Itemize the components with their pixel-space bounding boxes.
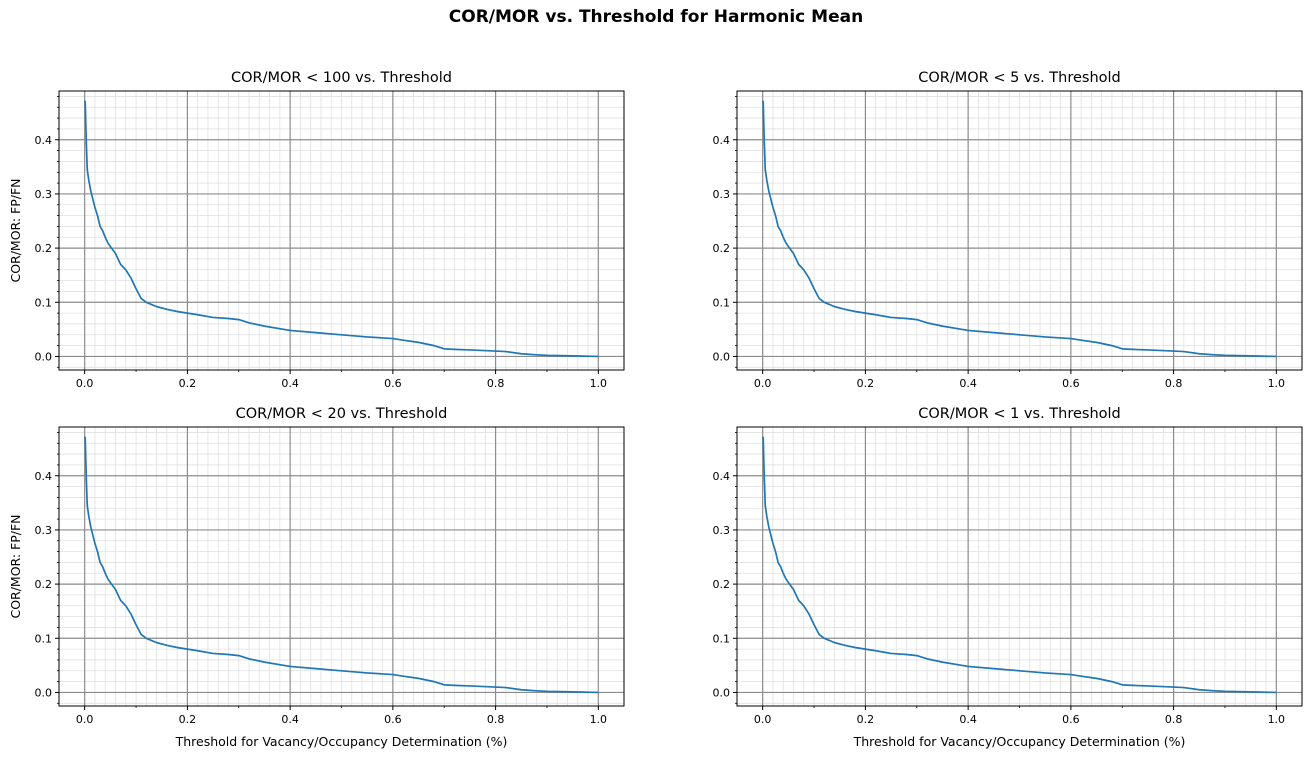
series-line-1	[83, 100, 599, 358]
x-tick-label: 0.4	[281, 377, 299, 390]
x-tick-label: 0.4	[959, 713, 977, 726]
x-tick-label: 0.2	[179, 377, 197, 390]
y-tick-label: 0.0	[35, 350, 53, 363]
x-tick-label: 1.0	[590, 713, 608, 726]
subplot-title: COR/MOR < 5 vs. Threshold	[918, 70, 1121, 86]
x-tick-label: 1.0	[1268, 713, 1286, 726]
subplot-title: COR/MOR < 20 vs. Threshold	[236, 406, 448, 422]
x-tick-label: 0.8	[487, 713, 505, 726]
x-tick-label: 0.0	[76, 713, 94, 726]
x-tick-label: 0.8	[487, 377, 505, 390]
x-tick-label: 0.2	[857, 377, 875, 390]
y-tick-label: 0.4	[35, 470, 53, 483]
x-tick-label: 0.4	[281, 713, 299, 726]
y-tick-label: 0.0	[35, 686, 53, 699]
x-tick-label: 0.8	[1165, 713, 1183, 726]
series-line-1	[83, 436, 599, 694]
y-tick-label: 0.2	[35, 578, 53, 591]
y-tick-label: 0.3	[713, 524, 731, 537]
subplot-3: 0.0 0.2 0.4 0.6 0.8 1.0 0.0 0.1 0.2 0.3 0.4 COR/MOR…	[8, 406, 625, 749]
figure-title: COR/MOR vs. Threshold for Harmonic Mean	[448, 7, 864, 27]
y-axis-label: COR/MOR: FP/FN	[8, 514, 23, 618]
x-axis-label: Threshold for Vacancy/Occupancy Determin…	[853, 734, 1186, 749]
subplot-2: 0.0 0.2 0.4 0.6 0.8 1.0 0.0 0.1 0.2 0.3 0.4 COR/MOR…	[713, 70, 1303, 390]
subplot-title: COR/MOR < 100 vs. Threshold	[231, 70, 452, 86]
y-tick-label: 0.2	[713, 242, 731, 255]
y-tick-label: 0.0	[713, 350, 731, 363]
y-tick-label: 0.4	[713, 470, 731, 483]
x-tick-label: 0.2	[179, 713, 197, 726]
x-tick-label: 0.6	[1062, 713, 1080, 726]
x-tick-label: 0.0	[754, 713, 772, 726]
y-tick-label: 0.3	[713, 188, 731, 201]
subplot-1: 0.0 0.2 0.4 0.6 0.8 1.0 0.0 0.1 0.2 0.3 0.4 COR/MOR…	[8, 70, 625, 390]
x-tick-label: 1.0	[590, 377, 608, 390]
subplot-4: 0.0 0.2 0.4 0.6 0.8 1.0 0.0 0.1 0.2 0.3 0.4 COR/MOR…	[713, 406, 1303, 749]
series-line-1	[761, 436, 1277, 694]
x-tick-label: 0.6	[384, 713, 402, 726]
x-tick-label: 0.2	[857, 713, 875, 726]
y-tick-label: 0.1	[35, 296, 53, 309]
y-tick-label: 0.1	[713, 296, 731, 309]
series-line-1	[761, 100, 1277, 358]
y-tick-label: 0.0	[713, 686, 731, 699]
subplot-title: COR/MOR < 1 vs. Threshold	[918, 406, 1121, 422]
y-tick-label: 0.4	[35, 134, 53, 147]
y-tick-label: 0.3	[35, 524, 53, 537]
x-axis-label: Threshold for Vacancy/Occupancy Determin…	[175, 734, 508, 749]
y-tick-label: 0.2	[35, 242, 53, 255]
y-axis-label: COR/MOR: FP/FN	[8, 178, 23, 282]
x-tick-label: 0.4	[959, 377, 977, 390]
y-tick-label: 0.4	[713, 134, 731, 147]
y-tick-label: 0.1	[713, 632, 731, 645]
y-tick-label: 0.3	[35, 188, 53, 201]
x-tick-label: 0.0	[76, 377, 94, 390]
x-tick-label: 1.0	[1268, 377, 1286, 390]
x-tick-label: 0.6	[384, 377, 402, 390]
x-tick-label: 0.8	[1165, 377, 1183, 390]
x-tick-label: 0.6	[1062, 377, 1080, 390]
y-tick-label: 0.1	[35, 632, 53, 645]
y-tick-label: 0.2	[713, 578, 731, 591]
x-tick-label: 0.0	[754, 377, 772, 390]
